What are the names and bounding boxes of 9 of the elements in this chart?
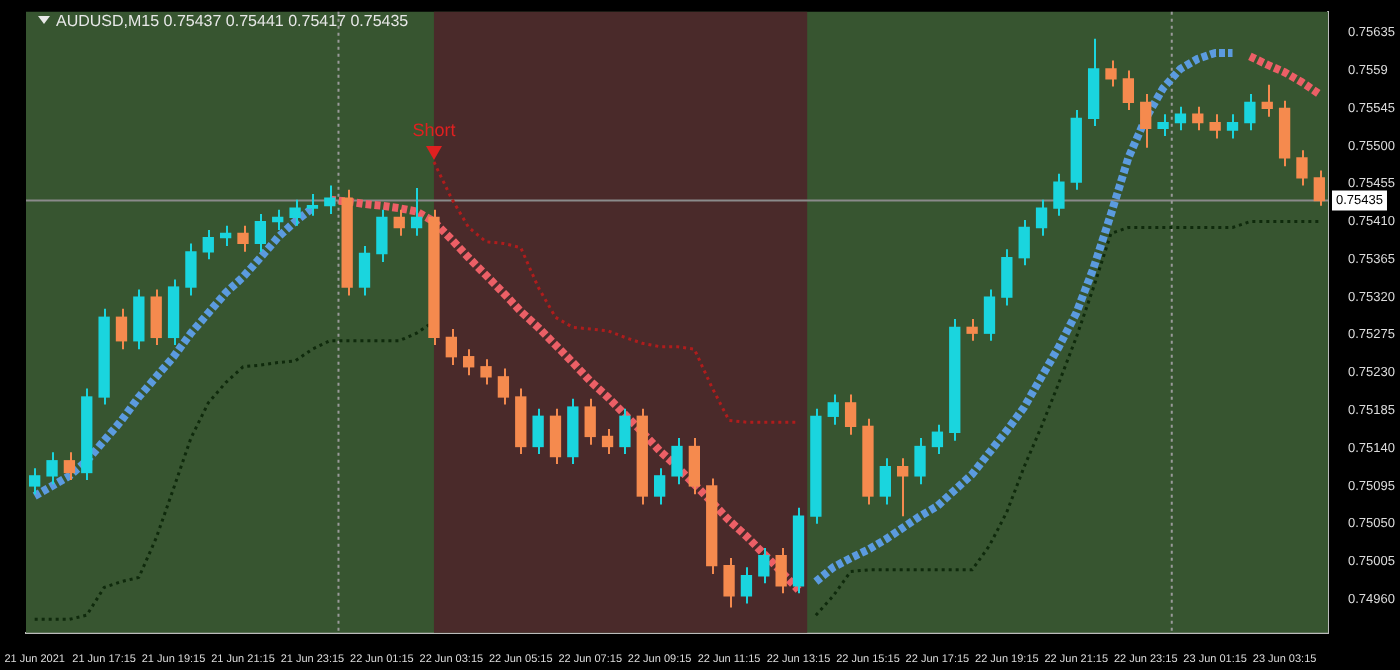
candlestick [1296,149,1308,187]
annotation: Short [412,119,457,140]
candlestick [46,451,58,486]
chart-title: AUDUSD,M15 0.75437 0.75441 0.75417 0.75435 [56,12,409,30]
candlestick [1105,59,1117,88]
line-series [432,160,801,424]
candlestick [1053,172,1065,217]
candlestick [480,358,492,386]
candlestick [723,557,735,609]
